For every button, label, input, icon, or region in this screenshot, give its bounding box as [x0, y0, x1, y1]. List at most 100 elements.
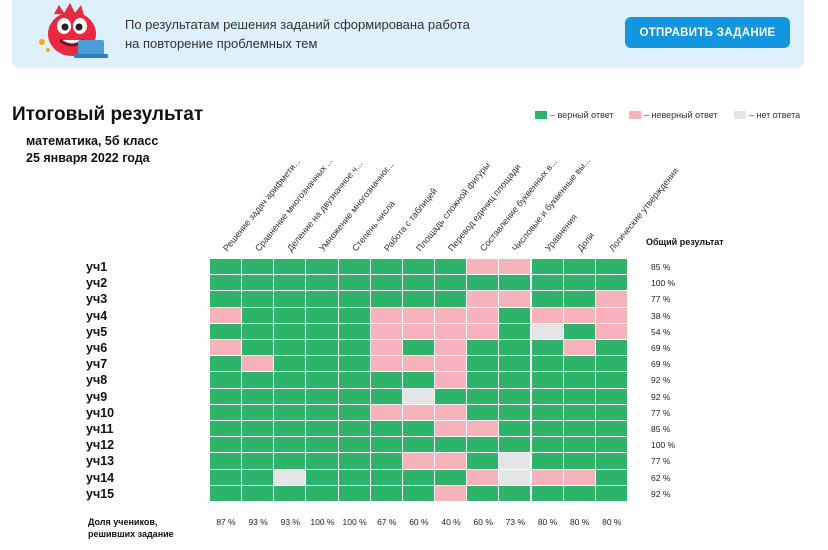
result-cell	[370, 421, 403, 438]
result-cell	[531, 356, 564, 373]
result-cell	[435, 372, 468, 389]
result-cell	[210, 307, 243, 324]
result-cell	[499, 453, 532, 470]
student-name: уч8	[86, 373, 108, 388]
result-cell	[402, 307, 436, 324]
student-total: 77 %	[651, 407, 671, 418]
result-cell	[563, 323, 596, 340]
result-cell	[242, 404, 275, 421]
result-cell	[306, 485, 339, 502]
legend-item-no-answer: – нет ответа	[734, 110, 800, 120]
result-cell	[467, 453, 500, 470]
result-cell	[563, 404, 596, 421]
result-cell	[306, 421, 339, 438]
result-cell	[242, 421, 275, 438]
student-name: уч5	[86, 324, 108, 339]
result-cell	[274, 372, 307, 389]
result-cell	[531, 372, 564, 389]
result-cell	[338, 421, 371, 438]
result-cell	[402, 340, 436, 357]
result-cell	[563, 437, 596, 454]
result-cell	[467, 275, 500, 292]
result-cell	[370, 275, 403, 292]
student-name: уч9	[86, 389, 108, 404]
result-cell	[563, 307, 596, 324]
result-cell	[402, 404, 436, 421]
legend-item-correct: – верный ответ	[535, 110, 614, 120]
result-cell	[210, 259, 243, 276]
send-task-button[interactable]: ОТПРАВИТЬ ЗАДАНИЕ	[625, 17, 790, 48]
result-cell	[467, 437, 500, 454]
result-cell	[338, 275, 371, 292]
result-cell	[306, 356, 339, 373]
column-percent: 93 %	[248, 517, 268, 527]
student-total: 69 %	[651, 343, 671, 353]
result-cell	[531, 453, 564, 470]
column-header: Доли	[574, 230, 596, 254]
result-cell	[338, 259, 371, 276]
column-percent: 80 %	[537, 517, 558, 527]
result-cell	[435, 404, 468, 421]
student-name: уч10	[86, 405, 115, 420]
result-cell	[467, 421, 500, 438]
student-name: уч4	[86, 308, 108, 323]
result-cell	[242, 291, 275, 308]
result-cell	[435, 307, 468, 324]
result-cell	[370, 485, 403, 502]
result-cell	[274, 323, 307, 340]
result-cell	[467, 307, 500, 324]
result-cell	[274, 259, 307, 276]
result-cell	[370, 404, 403, 421]
result-cell	[370, 372, 403, 389]
result-cell	[467, 340, 500, 357]
result-cell	[370, 356, 403, 373]
column-header: Уравнения	[542, 212, 579, 254]
student-total: 92 %	[651, 488, 671, 499]
result-cell	[306, 291, 339, 308]
column-header: Работа с таблицей	[381, 186, 439, 254]
student-name: уч12	[86, 438, 115, 453]
result-cell	[274, 437, 307, 454]
result-cell	[499, 291, 532, 308]
result-cell	[499, 469, 532, 486]
student-total: 62 %	[651, 472, 671, 483]
result-cell	[338, 356, 371, 373]
subject-class: математика, 5б класс	[26, 134, 159, 148]
result-cell	[402, 421, 436, 438]
result-cell	[595, 340, 628, 357]
result-cell	[338, 307, 371, 324]
result-cell	[531, 485, 564, 502]
result-cell	[402, 291, 436, 308]
result-cell	[595, 469, 628, 486]
result-cell	[306, 307, 339, 324]
result-cell	[338, 372, 371, 389]
result-cell	[435, 437, 468, 454]
result-cell	[499, 404, 532, 421]
result-cell	[531, 388, 564, 405]
result-cell	[370, 453, 403, 470]
result-cell	[531, 291, 564, 308]
result-cell	[595, 437, 628, 454]
info-banner: По результатам решения заданий сформиров…	[12, 0, 804, 68]
share-solved-label-line2: решивших задание	[88, 529, 174, 539]
result-cell	[435, 259, 468, 276]
student-total: 38 %	[651, 310, 671, 321]
result-cell	[210, 388, 243, 405]
result-cell	[242, 469, 275, 486]
student-total: 100 %	[651, 440, 676, 451]
result-cell	[306, 275, 339, 292]
page-title: Итоговый результат	[12, 104, 204, 125]
result-cell	[338, 388, 371, 405]
result-cell	[499, 356, 532, 373]
student-name: уч3	[86, 292, 108, 307]
result-cell	[338, 404, 371, 421]
share-solved-label: Доля учеников, решивших задание	[88, 516, 174, 540]
result-cell	[499, 259, 532, 276]
report-subject: математика, 5б класс 25 января 2022 года	[26, 133, 158, 167]
result-cell	[274, 275, 307, 292]
result-cell	[274, 453, 307, 470]
result-cell	[274, 421, 307, 438]
result-cell	[370, 323, 403, 340]
result-cell	[595, 307, 628, 324]
student-name: уч1	[86, 260, 108, 274]
